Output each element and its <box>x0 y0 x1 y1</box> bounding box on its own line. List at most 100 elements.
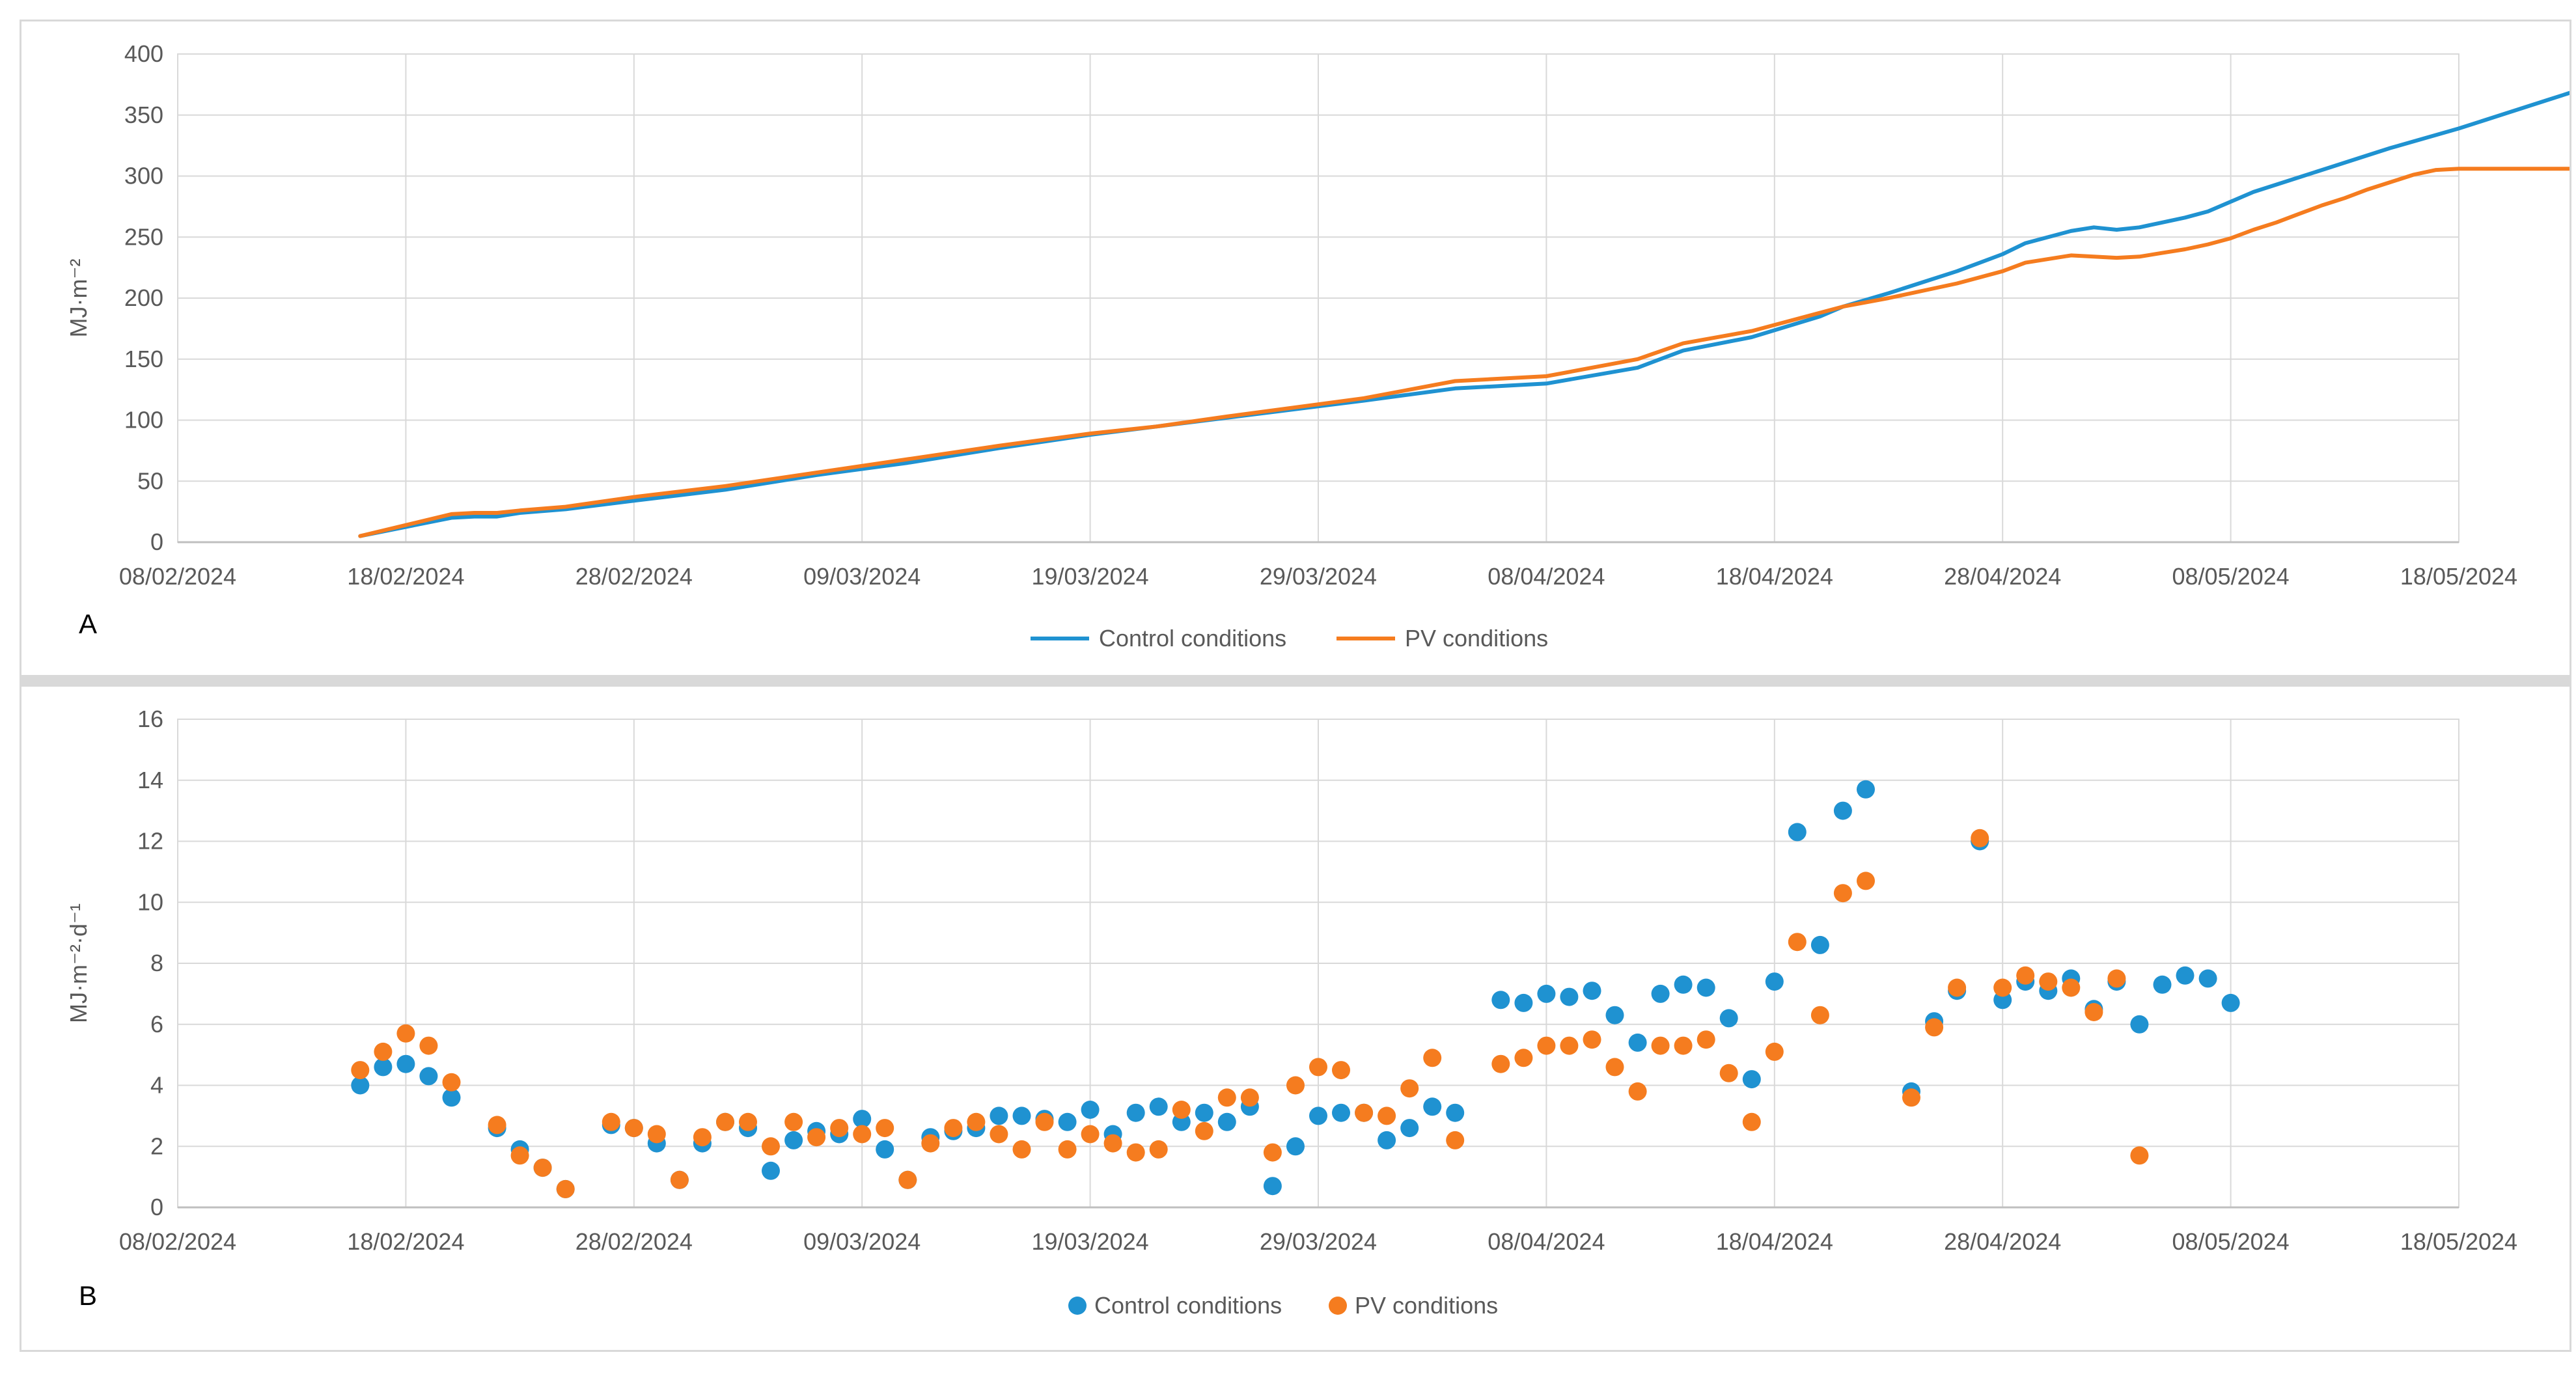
data-point-pv <box>1788 933 1807 952</box>
data-point-control <box>762 1161 780 1180</box>
x-tick-label: 28/04/2024 <box>1944 563 2061 590</box>
data-point-pv <box>1423 1049 1442 1067</box>
data-point-pv <box>1446 1131 1465 1149</box>
data-point-pv <box>1605 1058 1624 1077</box>
data-point-control <box>1788 823 1807 842</box>
data-point-pv <box>1742 1112 1761 1131</box>
y-tick-label: 12 <box>137 828 163 855</box>
chart-panel-a: 0 50 100 150 200 250 300 350 400 08/02/2024 18/02/… <box>20 20 2571 677</box>
legend-label-pv: PV conditions <box>1405 625 1548 652</box>
y-tick-label: 250 <box>124 223 163 250</box>
panel-divider <box>20 677 2571 685</box>
data-point-pv <box>807 1128 826 1147</box>
data-point-pv <box>2039 972 2058 991</box>
data-point-control <box>419 1067 438 1086</box>
x-tick-label: 08/02/2024 <box>119 1228 236 1255</box>
x-tick-label: 18/02/2024 <box>347 1228 464 1255</box>
data-point-pv <box>1902 1088 1920 1107</box>
data-point-control <box>1742 1070 1761 1089</box>
daily-radiation-scatter-chart: 0 2 4 6 8 10 12 14 16 08/02/2024 18/02/2024 28/02/2… <box>65 706 2517 1319</box>
data-point-pv <box>2130 1146 2149 1165</box>
data-point-pv <box>784 1112 803 1131</box>
data-point-pv <box>944 1119 963 1138</box>
x-tick-label: 29/03/2024 <box>1260 1228 1377 1255</box>
data-point-pv <box>442 1073 461 1092</box>
data-point-pv <box>1925 1018 1944 1037</box>
data-point-control <box>1857 780 1875 799</box>
x-tick-label: 08/04/2024 <box>1488 1228 1605 1255</box>
data-point-control <box>1332 1103 1350 1122</box>
x-tick-label: 18/05/2024 <box>2400 563 2517 590</box>
data-point-pv <box>556 1179 575 1198</box>
x-tick-label: 08/05/2024 <box>2172 1228 2290 1255</box>
x-tick-label: 18/04/2024 <box>1716 1228 1833 1255</box>
y-tick-label: 0 <box>150 529 163 555</box>
data-point-pv <box>533 1159 552 1177</box>
data-point-control <box>990 1106 1008 1125</box>
data-point-control <box>2198 969 2217 988</box>
data-point-pv <box>396 1024 415 1043</box>
data-point-pv <box>1810 1006 1829 1024</box>
data-point-pv <box>1126 1143 1145 1162</box>
data-point-control <box>1309 1106 1327 1125</box>
data-point-control <box>1491 991 1510 1010</box>
data-point-pv <box>1628 1082 1647 1101</box>
data-point-control <box>1537 984 1556 1003</box>
data-point-pv <box>1948 978 1967 997</box>
data-point-control <box>853 1110 872 1129</box>
data-point-control <box>2130 1015 2149 1034</box>
data-point-control <box>1423 1097 1442 1116</box>
x-tick-label: 19/03/2024 <box>1032 563 1149 590</box>
data-point-pv <box>1309 1058 1327 1077</box>
data-point-pv <box>1971 829 1989 847</box>
y-tick-label: 8 <box>150 950 163 976</box>
legend-marker-control <box>1068 1297 1087 1315</box>
data-point-control <box>1719 1009 1738 1028</box>
y-tick-label: 400 <box>124 40 163 67</box>
data-point-control <box>1765 972 1784 991</box>
data-point-pv <box>1857 872 1875 890</box>
data-point-pv <box>1674 1036 1693 1055</box>
data-point-control <box>1217 1112 1236 1131</box>
x-tick-label: 18/04/2024 <box>1716 563 1833 590</box>
data-point-pv <box>647 1125 666 1144</box>
x-tick-label: 19/03/2024 <box>1032 1228 1149 1255</box>
cumulative-radiation-line-chart: 0 50 100 150 200 250 300 350 400 08/02/2024 18/02/… <box>65 40 2569 652</box>
data-point-pv <box>1012 1140 1031 1159</box>
data-point-pv <box>1286 1076 1305 1095</box>
y-tick-label: 350 <box>124 102 163 128</box>
y-tick-label: 6 <box>150 1011 163 1037</box>
data-point-control <box>1833 801 1852 820</box>
data-point-pv <box>1172 1101 1191 1119</box>
data-point-pv <box>1491 1054 1510 1073</box>
data-point-pv <box>1560 1036 1579 1055</box>
data-point-control <box>1628 1033 1647 1052</box>
data-point-pv <box>716 1112 734 1131</box>
data-point-pv <box>374 1042 393 1061</box>
chart-panel-b: 0 2 4 6 8 10 12 14 16 08/02/2024 18/02/2024 28/02/2… <box>20 685 2571 1352</box>
data-point-pv <box>762 1137 780 1156</box>
y-tick-label: 4 <box>150 1072 163 1099</box>
legend-label-pv: PV conditions <box>1355 1292 1498 1319</box>
data-point-control <box>1810 935 1829 954</box>
data-point-control <box>1126 1103 1145 1122</box>
data-point-pv <box>351 1061 370 1080</box>
data-point-pv <box>602 1112 620 1131</box>
x-tick-label: 18/05/2024 <box>2400 1228 2517 1255</box>
data-point-control <box>2153 975 2172 994</box>
y-tick-label: 0 <box>150 1194 163 1220</box>
data-point-pv <box>2107 969 2126 988</box>
data-point-pv <box>1355 1103 1374 1122</box>
data-point-pv <box>1400 1079 1419 1098</box>
data-point-control <box>2221 993 2240 1012</box>
series-line-control <box>358 90 2569 538</box>
legend-label-control: Control conditions <box>1099 625 1286 652</box>
x-tick-label: 28/02/2024 <box>575 1228 693 1255</box>
x-tick-label: 28/04/2024 <box>1944 1228 2061 1255</box>
data-point-pv <box>876 1119 894 1138</box>
data-point-pv <box>1993 978 2012 997</box>
data-point-pv <box>1103 1134 1122 1153</box>
data-point-control <box>876 1140 894 1159</box>
data-point-pv <box>1149 1140 1168 1159</box>
data-point-pv <box>1081 1125 1100 1144</box>
